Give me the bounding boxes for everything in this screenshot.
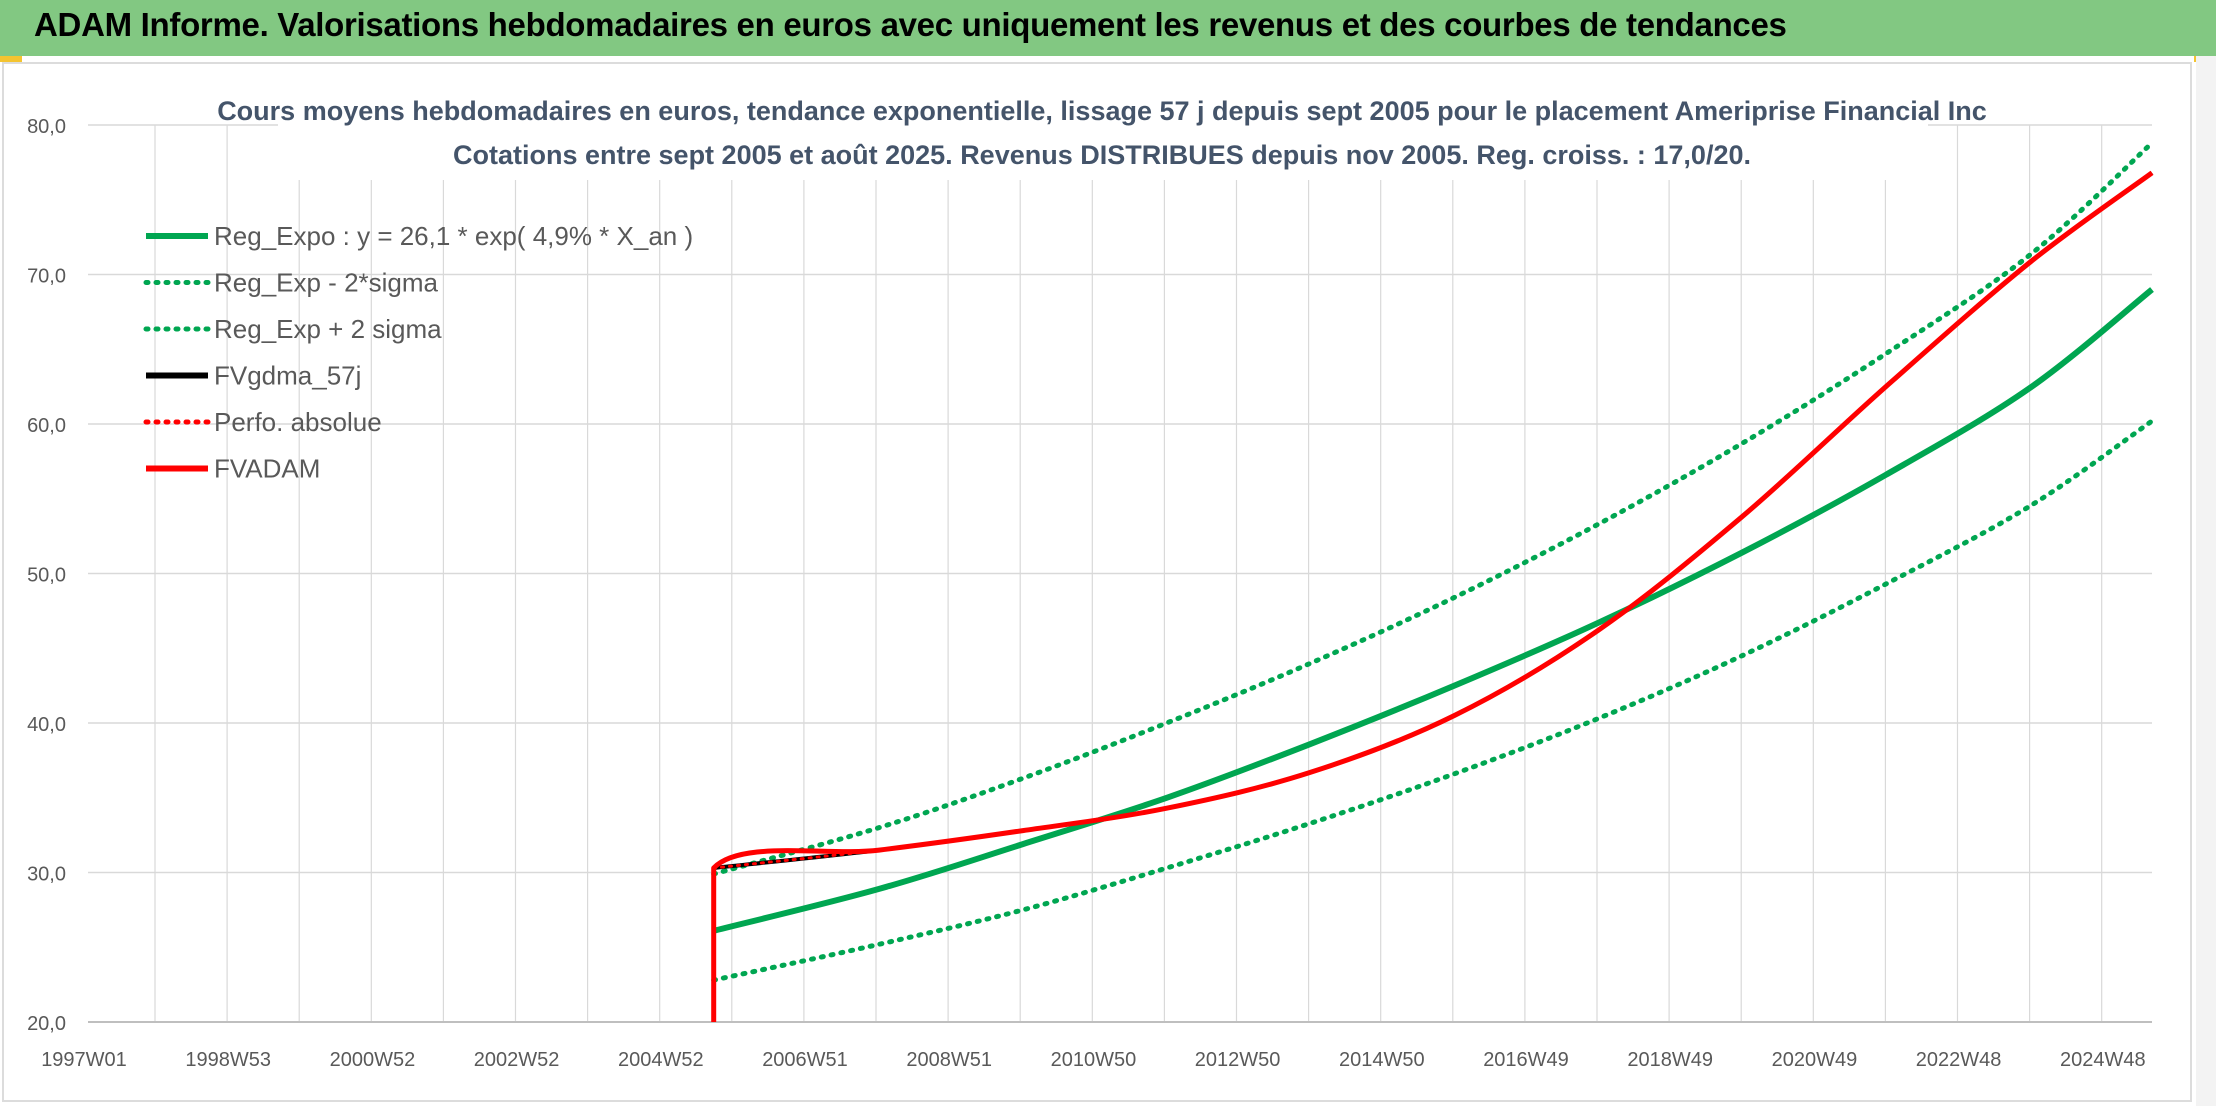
legend-label: Reg_Exp + 2 sigma — [214, 314, 442, 344]
x-tick-label: 2006W51 — [762, 1049, 848, 1071]
y-tick-label: 40,0 — [27, 714, 66, 736]
x-tick-label: 2004W52 — [618, 1049, 704, 1071]
legend-label: FVgdma_57j — [214, 361, 361, 391]
axes: 20,0 30,0 40,0 50,0 60,0 70,0 80,0 1997W01 1998W… — [27, 116, 2152, 1071]
x-tick-label: 2008W51 — [906, 1049, 992, 1071]
legend-label: FVADAM — [214, 454, 320, 484]
y-tick-label: 20,0 — [27, 1013, 66, 1035]
x-tick-label: 2022W48 — [1916, 1049, 2002, 1071]
series-reg-expo — [712, 287, 2154, 934]
series-fvgdma-57j — [713, 171, 2154, 870]
grid — [88, 124, 2152, 1023]
x-tick-label: 2018W49 — [1627, 1049, 1713, 1071]
x-tick-label: 1997W01 — [41, 1049, 127, 1071]
corner-marker-left — [0, 56, 22, 62]
series-reg-minus-2sigma — [711, 418, 2155, 983]
x-tick-label: 2012W50 — [1195, 1049, 1281, 1071]
title-block: Cours moyens hebdomadaires en euros, ten… — [217, 88, 1987, 180]
title-background — [278, 88, 1928, 180]
y-tick-label: 30,0 — [27, 864, 66, 886]
y-tick-label: 60,0 — [27, 415, 66, 437]
side-strip — [2196, 56, 2216, 1106]
x-tick-label: 2014W50 — [1339, 1049, 1425, 1071]
legend-label: Reg_Exp - 2*sigma — [214, 268, 439, 298]
series-perfo-absolue — [712, 171, 2154, 870]
x-tick-label: 1998W53 — [185, 1049, 271, 1071]
y-tick-label: 80,0 — [27, 116, 66, 138]
chart-frame — [2, 62, 2192, 1102]
series — [711, 140, 2155, 1022]
x-tick-label: 2010W50 — [1051, 1049, 1137, 1071]
x-tick-label: 2002W52 — [474, 1049, 560, 1071]
report-banner: ADAM Informe. Valorisations hebdomadaire… — [0, 0, 2216, 56]
legend-label: Reg_Expo : y = 26,1 * exp( 4,9% * X_an ) — [214, 221, 693, 251]
series-fvadam — [711, 170, 2154, 1022]
x-tick-label: 2020W49 — [1772, 1049, 1858, 1071]
x-tick-label: 2000W52 — [330, 1049, 416, 1071]
legend-label: Perfo. absolue — [214, 407, 382, 437]
x-tick-label: 2016W49 — [1483, 1049, 1569, 1071]
y-tick-label: 70,0 — [27, 266, 66, 288]
chart-subtitle: Cotations entre sept 2005 et août 2025. … — [453, 140, 1751, 170]
series-reg-plus-2sigma — [711, 140, 2155, 877]
y-tick-label: 50,0 — [27, 565, 66, 587]
chart-title: Cours moyens hebdomadaires en euros, ten… — [217, 96, 1987, 126]
legend: Reg_Expo : y = 26,1 * exp( 4,9% * X_an )… — [143, 221, 693, 484]
report-title: ADAM Informe. Valorisations hebdomadaire… — [34, 6, 1787, 43]
x-tick-label: 2024W48 — [2060, 1049, 2146, 1071]
